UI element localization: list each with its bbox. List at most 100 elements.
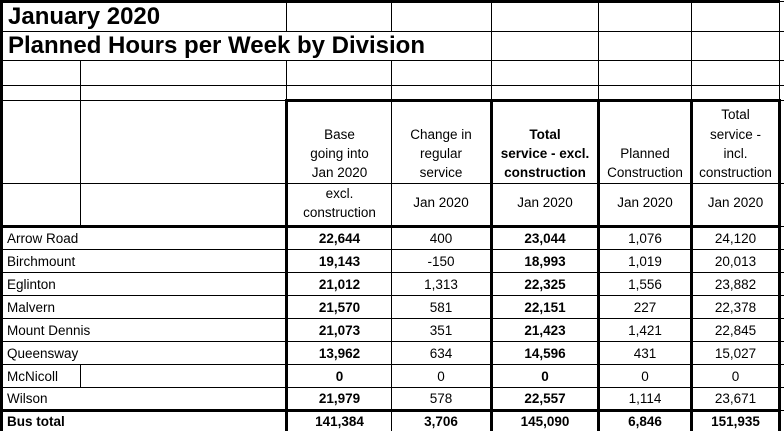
empty-cell[interactable] (79, 85, 288, 101)
header-change-cell[interactable]: Change in regular service (391, 99, 493, 184)
empty-cell[interactable] (691, 60, 781, 86)
value-cell[interactable]: 578 (391, 387, 493, 412)
empty-cell[interactable] (598, 60, 693, 86)
empty-cell[interactable] (0, 100, 81, 184)
empty-cell[interactable] (79, 60, 288, 86)
value-cell[interactable]: 0 (391, 364, 493, 389)
header-total-excl-cell[interactable]: Total service - excl. construction (490, 99, 601, 184)
value-cell[interactable]: 22,644 (285, 226, 393, 251)
grid-sliver-cell (779, 100, 784, 184)
empty-cell[interactable] (491, 85, 600, 101)
empty-cell[interactable] (286, 0, 393, 32)
value-cell[interactable]: 24,120 (691, 226, 782, 251)
value-cell[interactable]: 15,027 (691, 341, 782, 366)
grid-sliver-cell (779, 60, 784, 86)
subheader-base-cell[interactable]: excl. construction (285, 182, 393, 229)
division-name-cell[interactable]: Arrow Road (0, 226, 288, 251)
value-cell[interactable]: 22,325 (490, 272, 601, 297)
empty-cell[interactable] (0, 182, 81, 229)
empty-cell[interactable] (0, 60, 81, 86)
value-cell[interactable]: 23,882 (691, 272, 782, 297)
subheader-total-incl-cell[interactable]: Jan 2020 (691, 182, 782, 229)
value-cell[interactable]: 21,073 (285, 318, 393, 343)
subheader-change-cell[interactable]: Jan 2020 (391, 182, 493, 229)
value-cell[interactable]: 0 (691, 364, 782, 389)
report-title-cell[interactable]: Planned Hours per Week by Division (0, 31, 493, 61)
value-cell[interactable]: 22,378 (691, 295, 782, 320)
total-value-cell[interactable]: 141,384 (285, 409, 393, 431)
division-name-cell[interactable]: Malvern (0, 295, 288, 320)
value-cell[interactable]: 20,013 (691, 249, 782, 274)
value-cell[interactable]: 21,012 (285, 272, 393, 297)
subheader-planned-construction-cell[interactable]: Jan 2020 (598, 182, 694, 229)
empty-cell[interactable] (391, 0, 493, 32)
value-cell[interactable]: 1,313 (391, 272, 493, 297)
total-value-cell[interactable]: 3,706 (391, 409, 493, 431)
empty-cell[interactable] (598, 31, 693, 61)
division-name-cell[interactable]: Birchmount (0, 249, 288, 274)
value-cell[interactable]: 431 (598, 341, 694, 366)
value-cell[interactable]: 400 (391, 226, 493, 251)
value-cell[interactable]: 351 (391, 318, 493, 343)
value-cell[interactable]: 23,671 (691, 387, 782, 412)
month-title-cell[interactable]: January 2020 (0, 0, 288, 32)
empty-cell[interactable] (286, 60, 393, 86)
total-value-cell[interactable]: 145,090 (490, 409, 601, 431)
total-value-cell[interactable]: 6,846 (598, 409, 694, 431)
value-cell[interactable]: 23,044 (490, 226, 601, 251)
empty-cell[interactable] (491, 60, 600, 86)
value-cell[interactable]: 21,423 (490, 318, 601, 343)
value-cell[interactable]: 14,596 (490, 341, 601, 366)
header-row: Base going into Jan 2020 Change in regul… (0, 99, 784, 184)
value-cell[interactable]: -150 (391, 249, 493, 274)
division-name-cell[interactable]: Queensway (0, 341, 288, 366)
empty-cell[interactable] (598, 0, 693, 32)
empty-cell[interactable] (79, 182, 288, 229)
division-name-cell[interactable]: Eglinton (0, 272, 288, 297)
value-cell[interactable]: 634 (391, 341, 493, 366)
header-base-cell[interactable]: Base going into Jan 2020 (285, 99, 393, 184)
empty-cell[interactable] (79, 100, 288, 184)
empty-cell[interactable] (691, 31, 781, 61)
subheader-total-excl-cell[interactable]: Jan 2020 (490, 182, 601, 229)
value-cell[interactable]: 0 (598, 364, 694, 389)
header-total-incl-cell[interactable]: Total service - incl. construction (691, 99, 782, 184)
division-name-cell[interactable]: Mount Dennis (0, 318, 288, 343)
value-cell[interactable]: 22,557 (490, 387, 601, 412)
value-cell[interactable]: 18,993 (490, 249, 601, 274)
division-name-cell[interactable]: McNicoll (0, 364, 81, 389)
value-cell[interactable]: 0 (285, 364, 393, 389)
empty-cell[interactable] (491, 0, 600, 32)
division-name-cell[interactable]: Wilson (0, 387, 288, 412)
value-cell[interactable]: 22,151 (490, 295, 601, 320)
empty-cell[interactable] (391, 85, 493, 101)
empty-cell[interactable] (491, 31, 600, 61)
value-cell[interactable]: 0 (490, 364, 601, 389)
table-row: Wilson 21,979 578 22,557 1,114 23,671 (0, 387, 784, 412)
value-cell[interactable]: 1,421 (598, 318, 694, 343)
table-row: Arrow Road 22,644 400 23,044 1,076 24,12… (0, 226, 784, 251)
empty-cell[interactable] (286, 85, 393, 101)
empty-cell[interactable] (0, 85, 81, 101)
table-row: McNicoll 0 0 0 0 0 (0, 364, 784, 389)
value-cell[interactable]: 13,962 (285, 341, 393, 366)
value-cell[interactable]: 1,556 (598, 272, 694, 297)
empty-cell[interactable] (598, 85, 693, 101)
value-cell[interactable]: 1,114 (598, 387, 694, 412)
grid-sliver-cell (779, 249, 784, 274)
value-cell[interactable]: 21,979 (285, 387, 393, 412)
value-cell[interactable]: 22,845 (691, 318, 782, 343)
value-cell[interactable]: 21,570 (285, 295, 393, 320)
total-label-cell[interactable]: Bus total (0, 409, 288, 431)
value-cell[interactable]: 1,019 (598, 249, 694, 274)
empty-cell[interactable] (691, 0, 781, 32)
header-planned-construction-cell[interactable]: Planned Construction (598, 99, 694, 184)
empty-cell[interactable] (79, 364, 288, 389)
empty-cell[interactable] (391, 60, 493, 86)
value-cell[interactable]: 1,076 (598, 226, 694, 251)
empty-cell[interactable] (691, 85, 781, 101)
value-cell[interactable]: 581 (391, 295, 493, 320)
total-value-cell[interactable]: 151,935 (691, 409, 782, 431)
value-cell[interactable]: 19,143 (285, 249, 393, 274)
value-cell[interactable]: 227 (598, 295, 694, 320)
